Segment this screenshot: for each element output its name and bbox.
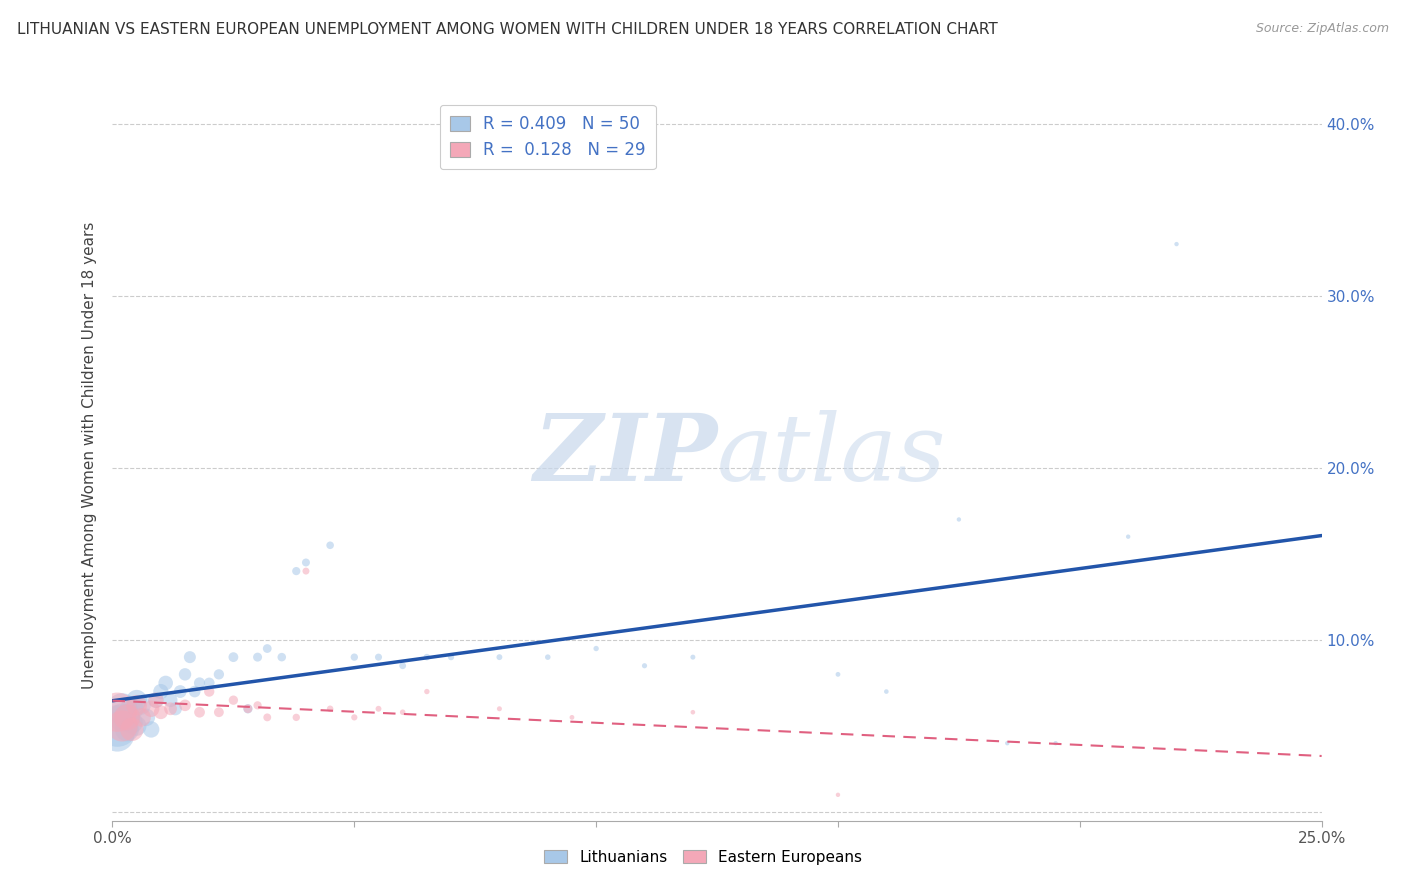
Point (131, 710, 153, 724)
Point (827, 667, 849, 681)
Point (285, 564, 308, 578)
Point (270, 650, 292, 665)
Text: atlas: atlas (717, 410, 946, 500)
Point (236, 702, 259, 716)
Point (682, 650, 704, 665)
Y-axis label: Unemployment Among Women with Children Under 18 years: Unemployment Among Women with Children U… (82, 221, 97, 689)
Point (111, 702, 134, 716)
Point (319, 538, 342, 552)
Point (155, 676, 177, 690)
Point (131, 698, 153, 713)
Point (343, 710, 366, 724)
Point (121, 702, 143, 716)
Point (198, 684, 221, 698)
Point (125, 693, 148, 707)
Point (561, 710, 583, 724)
Point (256, 710, 278, 724)
Point (537, 650, 560, 665)
Point (222, 693, 245, 707)
Point (440, 650, 463, 665)
Text: ZIP: ZIP (533, 410, 717, 500)
Point (236, 702, 259, 716)
Point (111, 719, 134, 733)
Legend: R = 0.409   N = 50, R =  0.128   N = 29: R = 0.409 N = 50, R = 0.128 N = 29 (440, 105, 655, 169)
Point (198, 676, 221, 690)
Point (488, 650, 510, 665)
Point (115, 710, 138, 724)
Point (135, 710, 157, 724)
Point (188, 705, 211, 719)
Point (416, 684, 439, 698)
Point (295, 564, 318, 578)
Point (121, 715, 143, 730)
Point (295, 556, 318, 570)
Text: Source: ZipAtlas.com: Source: ZipAtlas.com (1256, 22, 1389, 36)
Point (391, 705, 413, 719)
Point (159, 702, 181, 716)
Point (121, 723, 143, 737)
Point (141, 723, 163, 737)
Point (149, 684, 172, 698)
Point (875, 684, 897, 698)
Point (827, 788, 849, 802)
Point (159, 693, 181, 707)
Point (165, 702, 187, 716)
Text: LITHUANIAN VS EASTERN EUROPEAN UNEMPLOYMENT AMONG WOMEN WITH CHILDREN UNDER 18 Y: LITHUANIAN VS EASTERN EUROPEAN UNEMPLOYM… (17, 22, 998, 37)
Point (391, 658, 413, 673)
Point (145, 693, 167, 707)
Point (682, 705, 704, 719)
Point (208, 667, 231, 681)
Point (174, 667, 197, 681)
Point (149, 705, 172, 719)
Point (1045, 736, 1067, 750)
Point (188, 676, 211, 690)
Point (141, 702, 163, 716)
Point (319, 702, 342, 716)
Point (256, 641, 278, 656)
Point (995, 736, 1018, 750)
Point (367, 650, 389, 665)
Point (285, 710, 308, 724)
Point (488, 702, 510, 716)
Point (585, 641, 607, 656)
Point (367, 702, 389, 716)
Point (125, 719, 148, 733)
Point (115, 723, 138, 737)
Point (343, 650, 366, 665)
Point (105, 705, 128, 719)
Point (246, 698, 269, 713)
Point (115, 710, 138, 724)
Point (246, 650, 269, 665)
Point (125, 698, 148, 713)
Point (169, 684, 191, 698)
Point (174, 698, 197, 713)
Point (208, 705, 231, 719)
Point (183, 684, 205, 698)
Point (1166, 237, 1188, 252)
Point (1116, 530, 1139, 544)
Point (633, 658, 655, 673)
Point (105, 719, 128, 733)
Point (179, 650, 201, 665)
Point (105, 728, 128, 742)
Point (111, 710, 134, 724)
Legend: Lithuanians, Eastern Europeans: Lithuanians, Eastern Europeans (538, 844, 868, 871)
Point (222, 650, 245, 665)
Point (145, 693, 167, 707)
Point (948, 512, 970, 526)
Point (416, 650, 439, 665)
